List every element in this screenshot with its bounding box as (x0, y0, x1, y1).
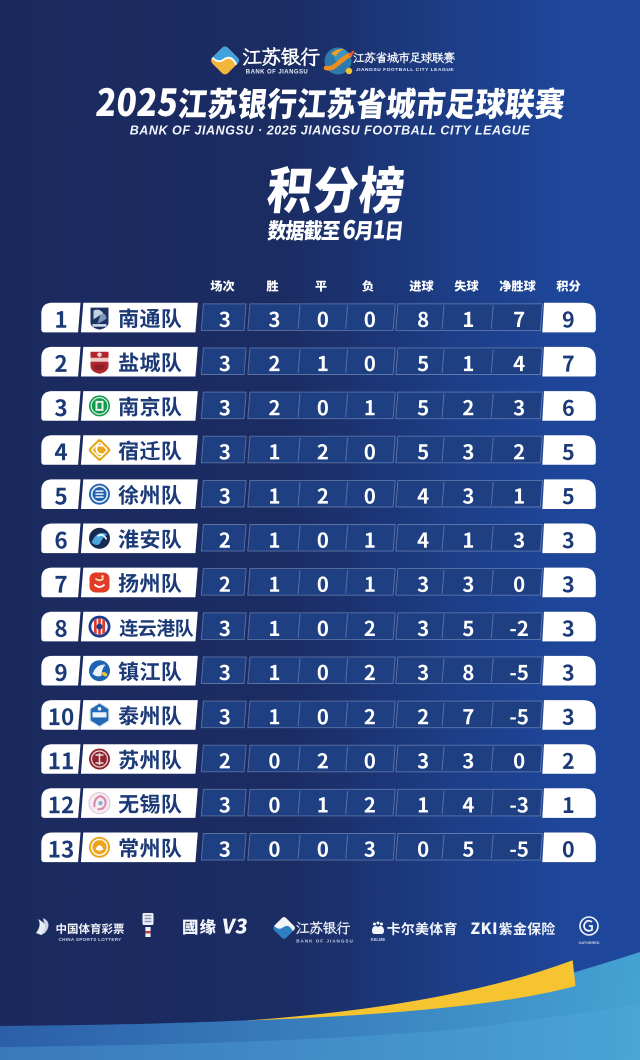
svg-text:CHINA SPORTS LOTTERY: CHINA SPORTS LOTTERY (58, 937, 121, 942)
svg-text:KELME: KELME (371, 937, 386, 942)
svg-text:JIANGSU FOOTBALL CITY LEAGUE: JIANGSU FOOTBALL CITY LEAGUE (356, 67, 455, 73)
svg-text:BANK OF JIANGSU: BANK OF JIANGSU (296, 939, 354, 944)
svg-text:GATHERED: GATHERED (578, 941, 599, 945)
svg-text:BANK OF JIANGSU: BANK OF JIANGSU (246, 70, 308, 76)
svg-text:BANK OF JIANGSU · 2025 JIANGSU: BANK OF JIANGSU · 2025 JIANGSU FOOTBALL … (130, 124, 531, 138)
